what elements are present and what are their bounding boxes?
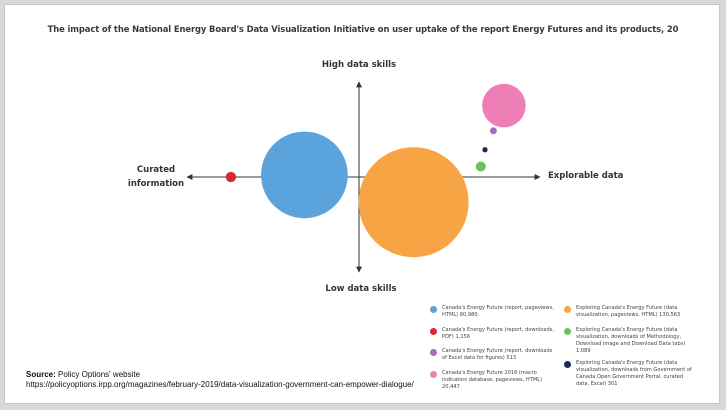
bubble-point xyxy=(358,147,469,258)
legend-item: Canada's Energy Future (report, download… xyxy=(430,327,558,341)
legend-label: Exploring Canada's Energy Future (data v… xyxy=(576,305,681,318)
legend-label: Canada's Energy Future 2016 (macro indic… xyxy=(442,370,543,390)
legend-swatch xyxy=(430,306,437,313)
axis-label-low-data-skills: Low data skills xyxy=(325,284,396,294)
source-label: Source: xyxy=(26,370,56,379)
legend-swatch xyxy=(564,328,571,335)
legend-label: Canada's Energy Future (report, download… xyxy=(442,348,553,361)
legend-item: Exploring Canada's Energy Future (data v… xyxy=(564,305,692,319)
legend-label: Exploring Canada's Energy Future (data v… xyxy=(576,360,692,387)
legend: Canada's Energy Future (report, pageview… xyxy=(430,305,720,397)
legend-swatch xyxy=(564,361,571,368)
source-url[interactable]: https://policyoptions.irpp.org/magazines… xyxy=(26,380,414,389)
source-text: Policy Options' website xyxy=(58,370,141,379)
bubble-point xyxy=(489,127,497,135)
axis-label-high-data-skills: High data skills xyxy=(322,60,396,70)
bubble-group xyxy=(225,83,526,258)
legend-label: Exploring Canada's Energy Future (data v… xyxy=(576,327,686,354)
source-note: Source: Policy Options' website https://… xyxy=(26,370,414,390)
legend-label: Canada's Energy Future (report, pageview… xyxy=(442,305,554,318)
bubble-point xyxy=(225,171,237,183)
axis-label-explorable-data: Explorable data xyxy=(548,171,624,181)
legend-item: Canada's Energy Future (report, pageview… xyxy=(430,305,558,319)
bubble-point xyxy=(482,147,488,153)
bubble-point xyxy=(482,83,526,128)
legend-swatch xyxy=(430,328,437,335)
legend-swatch xyxy=(564,306,571,313)
chart-title: The impact of the National Energy Board'… xyxy=(47,24,679,34)
axis-label-curated-line2: information xyxy=(128,179,184,189)
legend-item: Exploring Canada's Energy Future (data v… xyxy=(564,360,692,388)
legend-item: Exploring Canada's Energy Future (data v… xyxy=(564,327,692,355)
bubble-point xyxy=(261,131,348,219)
legend-swatch xyxy=(430,349,437,356)
legend-item: Canada's Energy Future (report, download… xyxy=(430,348,558,362)
legend-label: Canada's Energy Future (report, download… xyxy=(442,327,555,340)
legend-swatch xyxy=(430,371,437,378)
axis-label-curated-line1: Curated xyxy=(137,165,175,175)
bubble-point xyxy=(475,161,486,172)
legend-item: Canada's Energy Future 2016 (macro indic… xyxy=(430,370,558,391)
